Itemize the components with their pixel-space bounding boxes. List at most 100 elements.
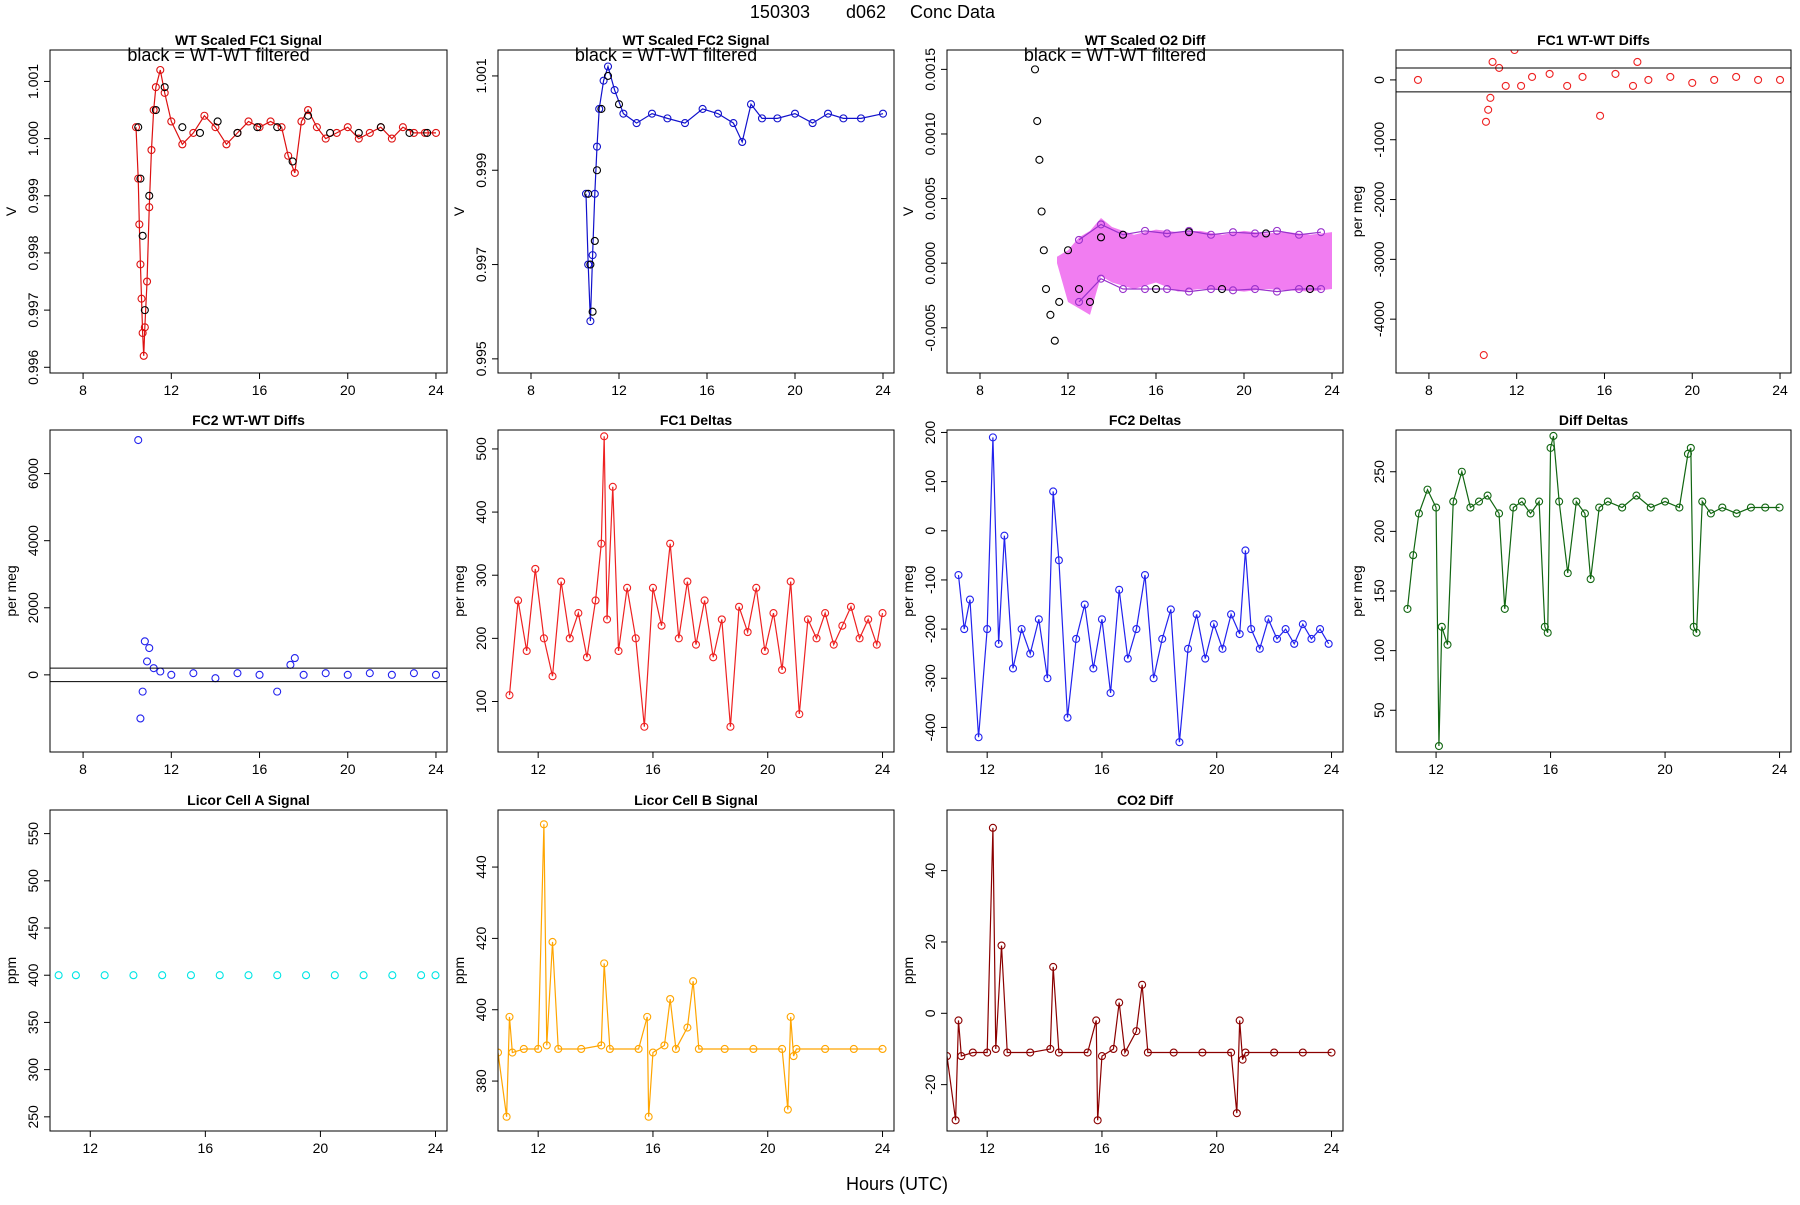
data-point bbox=[1143, 1048, 1152, 1057]
data-point bbox=[233, 669, 242, 678]
y-tick-label: 0 bbox=[922, 1009, 938, 1017]
y-tick-label: 0.995 bbox=[473, 341, 489, 376]
data-point bbox=[151, 83, 160, 92]
data-point bbox=[1603, 497, 1612, 506]
y-tick-label: 250 bbox=[1371, 460, 1387, 484]
data-point bbox=[749, 1044, 758, 1054]
x-tick-label: 20 bbox=[1209, 761, 1225, 777]
y-tick-label: 380 bbox=[473, 1069, 489, 1093]
data-point bbox=[1120, 1048, 1129, 1057]
x-tick-label: 24 bbox=[1772, 761, 1788, 777]
y-tick-label: -200 bbox=[922, 615, 938, 643]
data-point bbox=[1545, 69, 1554, 78]
filtered-point bbox=[134, 123, 143, 132]
data-point bbox=[584, 260, 593, 269]
data-point bbox=[1241, 1048, 1250, 1057]
data-point bbox=[864, 615, 873, 624]
x-tick-label: 24 bbox=[875, 382, 891, 398]
y-tick-label: -20 bbox=[922, 1074, 938, 1094]
panel-annotation: black = WT-WT filtered bbox=[1024, 45, 1206, 65]
data-point bbox=[1423, 485, 1432, 494]
panel-title: FC1 Deltas bbox=[660, 412, 733, 428]
data-point bbox=[1281, 625, 1290, 634]
data-point bbox=[387, 134, 396, 143]
data-point bbox=[1563, 81, 1572, 90]
data-point bbox=[1183, 644, 1193, 653]
data-point bbox=[505, 691, 514, 700]
data-point bbox=[299, 670, 308, 679]
y-tick-label: 250 bbox=[25, 1105, 41, 1129]
data-point bbox=[1264, 615, 1273, 624]
data-point bbox=[134, 174, 143, 183]
y-tick-label: 500 bbox=[473, 437, 489, 461]
data-point bbox=[365, 669, 374, 678]
data-point bbox=[1517, 81, 1526, 90]
data-point bbox=[666, 994, 675, 1004]
data-point bbox=[156, 667, 165, 676]
figure-title-id: d062 bbox=[846, 2, 886, 22]
data-point bbox=[343, 123, 352, 132]
data-point bbox=[1046, 1044, 1055, 1054]
data-point bbox=[1432, 503, 1441, 512]
x-tick-label: 20 bbox=[1657, 761, 1673, 777]
data-point bbox=[539, 634, 548, 643]
data-point bbox=[660, 1041, 669, 1050]
data-point bbox=[145, 203, 154, 212]
data-point bbox=[1632, 491, 1641, 500]
data-point bbox=[1008, 664, 1018, 673]
data-point bbox=[1316, 284, 1326, 294]
filtered-point bbox=[592, 166, 602, 175]
data-point bbox=[303, 105, 313, 115]
x-tick-label: 16 bbox=[1543, 761, 1559, 777]
figure-xlabel: Hours (UTC) bbox=[846, 1174, 948, 1194]
data-point bbox=[1227, 610, 1236, 619]
data-point bbox=[1628, 81, 1638, 90]
y-tick-label: -0.0005 bbox=[922, 304, 938, 352]
x-tick-label: 24 bbox=[1772, 382, 1788, 398]
y-axis-label: ppm bbox=[900, 957, 916, 984]
data-point bbox=[134, 436, 143, 445]
x-tick-label: 12 bbox=[1060, 382, 1076, 398]
panel-title: Licor Cell B Signal bbox=[634, 792, 758, 808]
data-point bbox=[838, 621, 847, 630]
data-point bbox=[1595, 503, 1604, 512]
data-point bbox=[855, 634, 864, 643]
x-tick-label: 16 bbox=[645, 1140, 661, 1156]
x-tick-label: 24 bbox=[875, 1140, 891, 1156]
data-point bbox=[1115, 585, 1124, 594]
data-point bbox=[717, 615, 726, 624]
plot-area bbox=[1403, 431, 1784, 751]
panel-3: 8 12 16 20 24 -4000 -3000 -2000 -1000 0 per meg FC1… bbox=[1349, 32, 1792, 398]
data-point bbox=[1054, 1048, 1063, 1057]
data-point bbox=[388, 971, 397, 980]
data-point bbox=[812, 634, 821, 643]
data-point bbox=[786, 1012, 795, 1021]
data-point bbox=[1666, 72, 1675, 81]
data-point bbox=[644, 1112, 653, 1121]
data-point bbox=[1580, 509, 1589, 518]
data-point bbox=[244, 117, 253, 126]
filtered-point bbox=[140, 306, 149, 315]
data-point bbox=[592, 142, 602, 151]
y-tick-label: 50 bbox=[1371, 702, 1387, 718]
x-tick-label: 20 bbox=[1684, 382, 1700, 398]
x-tick-label: 12 bbox=[164, 382, 180, 398]
data-point bbox=[557, 577, 566, 586]
x-tick-label: 16 bbox=[1094, 761, 1110, 777]
data-point bbox=[505, 1012, 514, 1021]
data-point bbox=[605, 1044, 614, 1054]
data-point bbox=[71, 971, 80, 980]
data-point bbox=[1074, 297, 1084, 306]
y-tick-label: 400 bbox=[25, 963, 41, 987]
data-point bbox=[1118, 284, 1128, 294]
x-tick-label: 8 bbox=[1425, 382, 1433, 398]
data-point bbox=[1043, 674, 1052, 683]
data-point bbox=[683, 1023, 692, 1032]
filtered-point bbox=[213, 117, 222, 126]
data-point bbox=[1201, 654, 1210, 663]
data-point bbox=[290, 168, 299, 177]
data-point bbox=[1140, 226, 1150, 235]
data-point bbox=[574, 609, 583, 618]
filtered-point bbox=[195, 128, 205, 137]
data-point bbox=[1206, 230, 1216, 239]
